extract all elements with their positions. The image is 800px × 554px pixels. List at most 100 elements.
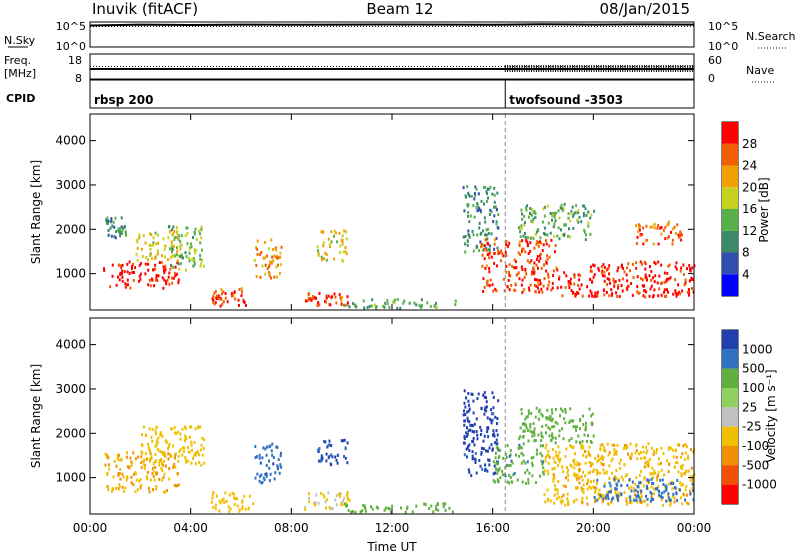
velocity-region-9-cell — [554, 460, 557, 464]
velocity-region-8-cell — [520, 451, 523, 455]
power-region-11-cell — [653, 288, 656, 292]
velocity-region-10-cell — [520, 408, 523, 411]
power-region-1-cell — [106, 216, 109, 220]
power-region-11-cell — [608, 264, 611, 268]
velocity-region-9-cell — [556, 497, 558, 501]
power-region-10-cell — [547, 283, 550, 287]
power-region-12-cell — [547, 221, 550, 225]
velocity-region-1-cell — [149, 457, 151, 461]
velocity-region-11-cell — [633, 499, 636, 502]
power-region-10-cell — [483, 285, 486, 289]
velocity-region-3-cell — [270, 449, 273, 453]
power-region-12-cell — [522, 234, 525, 238]
power-region-9-cell — [493, 193, 496, 197]
velocity-region-10-cell — [537, 433, 540, 437]
power-region-11-cell — [644, 275, 647, 279]
velocity-region-0-cell — [125, 478, 128, 482]
velocity-region-7-cell — [494, 441, 497, 445]
velocity-region-9-cell — [671, 481, 674, 485]
velocity-region-8-cell — [517, 447, 520, 450]
velocity-region-10-cell — [541, 425, 544, 428]
velocity-region-10-cell — [523, 429, 526, 433]
power-region-11-cell — [578, 287, 581, 291]
velocity-region-10-cell — [541, 414, 544, 418]
velocity-data-group — [104, 318, 696, 514]
power-region-9-cell — [478, 249, 481, 253]
velocity-region-7-cell — [485, 449, 487, 453]
power-region-7-cell — [339, 244, 342, 248]
velocity-region-11-cell — [672, 492, 675, 496]
power-region-1-cell — [119, 234, 122, 238]
power-region-11-cell — [688, 264, 691, 268]
power-region-10-cell — [497, 252, 500, 256]
velocity-region-9-cell — [557, 480, 560, 483]
power-region-9-cell — [489, 185, 492, 189]
power-region-10-cell — [529, 241, 532, 245]
power-region-9-cell — [476, 233, 479, 237]
velocity-region-1-cell — [200, 443, 203, 447]
velocity-region-7-cell — [476, 433, 479, 437]
velocity-region-8-cell — [502, 456, 505, 460]
velocity-region-10-cell — [569, 419, 572, 423]
velocity-region-5-cell — [336, 454, 339, 457]
velocity-region-9-cell — [657, 485, 660, 489]
frequency-left-label: Freq. — [4, 54, 31, 67]
power-region-10-cell — [525, 238, 528, 242]
power-region-4-cell — [233, 291, 236, 294]
date-title: 08/Jan/2015 — [600, 0, 691, 18]
power-region-10-cell — [551, 282, 554, 285]
velocity-region-9-cell — [553, 466, 556, 470]
power-region-1-cell — [124, 230, 127, 234]
velocity-region-8-cell — [496, 471, 499, 475]
power-region-11-cell — [646, 278, 648, 282]
velocity-region-8-cell — [539, 444, 542, 448]
velocity-region-9-cell — [688, 469, 690, 473]
power-region-12-cell — [521, 217, 524, 221]
power-region-13-cell — [662, 228, 665, 232]
velocity-region-10-cell — [570, 437, 573, 440]
velocity-region-9-cell — [614, 475, 616, 479]
power-region-5-cell — [269, 260, 271, 264]
noise-series-0 — [89, 23, 695, 27]
power-region-12-cell — [526, 204, 528, 208]
velocity-region-7-cell — [483, 434, 486, 438]
velocity-region-4-cell — [304, 506, 307, 509]
power-region-6-cell — [333, 292, 336, 296]
velocity-region-9-cell — [567, 478, 570, 482]
velocity-region-4-cell — [339, 495, 341, 499]
power-region-2-cell — [135, 252, 138, 256]
power-region-10-cell — [530, 272, 533, 276]
power-region-10-cell — [554, 244, 557, 247]
power-region-13-cell — [660, 232, 663, 236]
velocity-region-10-cell — [554, 420, 557, 424]
power-region-5-cell — [265, 254, 268, 258]
velocity-region-7-cell — [462, 413, 465, 417]
power-region-11-cell — [597, 268, 600, 272]
power-region-11-cell — [664, 295, 666, 298]
power-region-2-cell — [176, 231, 179, 235]
velocity-region-11-cell — [667, 492, 670, 496]
velocity-region-0-cell — [151, 466, 154, 470]
velocity-region-11-cell — [684, 498, 687, 502]
velocity-region-9-cell — [599, 444, 602, 448]
velocity-region-11-cell — [636, 490, 639, 494]
velocity-region-3-cell — [259, 474, 262, 478]
velocity-region-0-cell — [160, 467, 163, 471]
velocity-region-6-cell — [370, 505, 372, 509]
power-region-10-cell — [534, 284, 536, 287]
velocity-region-9-cell — [607, 502, 610, 506]
power-region-9-cell — [466, 239, 469, 243]
velocity-region-10-cell — [554, 441, 557, 445]
power-region-12-cell — [552, 213, 555, 217]
power-region-11-cell — [658, 287, 661, 291]
velocity-region-4-cell — [317, 501, 320, 505]
power-region-11-cell — [578, 278, 581, 282]
power-colorbar-tick: 24 — [742, 159, 757, 173]
nave-right-tick-bottom: 0 — [708, 72, 715, 85]
velocity-region-2-cell — [247, 506, 250, 510]
power-region-12-cell — [544, 232, 547, 236]
velocity-region-9-cell — [684, 488, 687, 492]
velocity-region-9-cell — [560, 501, 563, 505]
velocity-region-4-cell — [338, 492, 340, 496]
power-region-8-cell — [368, 305, 371, 308]
